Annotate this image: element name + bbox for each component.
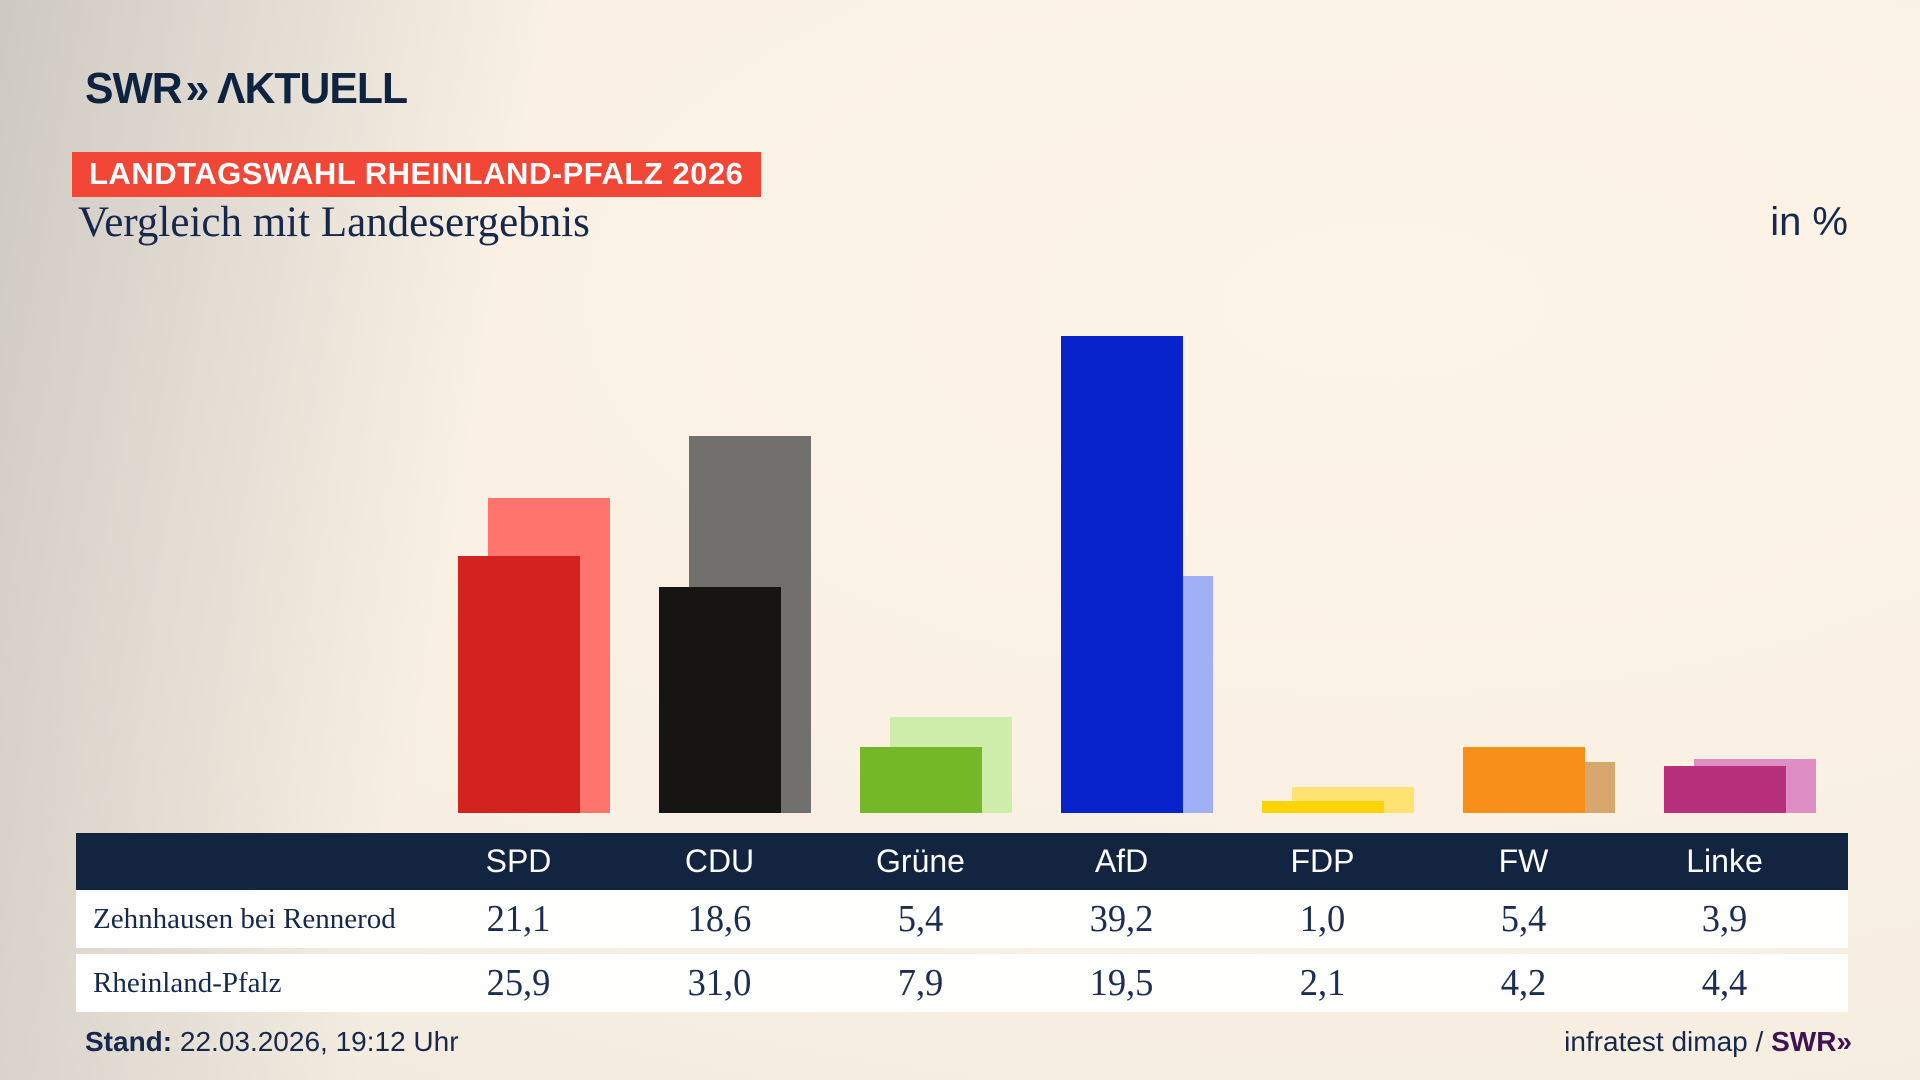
bar-local-SPD [457,556,580,813]
bar-local-Linke [1663,765,1786,813]
table-row-local: Zehnhausen bei Rennerod 21,1 18,6 5,4 39,2 1,… [76,890,1848,948]
cell-Linke: 4,4 [1701,962,1748,1004]
unit-label: in % [1770,200,1848,244]
table-header-CDU: CDU [684,843,755,879]
chevrons-icon: » [1836,1026,1851,1057]
aktuell-logo-text: ΛKTUELL [217,64,408,113]
table-header-FW: FW [1498,843,1549,879]
cell-SPD: 25,9 [486,962,551,1004]
table-header-SPD: SPD [485,843,552,879]
row-label: Zehnhausen bei Rennerod [93,902,396,935]
swr-aktuell-logo: SWR» ΛKTUELL [85,64,408,114]
bar-local-CDU [658,586,781,813]
cell-SPD: 21,1 [486,898,551,940]
cell-Grüne: 7,9 [897,962,944,1004]
bar-local-FW [1462,747,1585,813]
bar-local-FDP [1261,800,1384,813]
table-row-state: Rheinland-Pfalz 25,9 31,0 7,9 19,5 2,1 4,2 4,4 [76,954,1848,1012]
cell-CDU: 18,6 [687,898,752,940]
bar-local-Grüne [859,747,982,813]
table-header-row: SPD CDU Grüne AfD FDP FW Linke [76,833,1848,890]
results-table: SPD CDU Grüne AfD FDP FW Linke Zehnhausen bei … [76,833,1848,1012]
row-filler [1825,890,1848,948]
source-text: infratest dimap / [1564,1026,1772,1057]
cell-FDP: 1,0 [1299,898,1346,940]
cell-FW: 4,2 [1500,962,1547,1004]
cell-AfD: 39,2 [1089,898,1154,940]
swr-source-logo: SWR» [1771,1026,1852,1057]
election-banner: LANDTAGSWAHL RHEINLAND-PFALZ 2026 [72,152,762,197]
cell-Linke: 3,9 [1701,898,1748,940]
table-header-Grüne: Grüne [876,843,965,879]
source-credit: infratest dimap / SWR» [1564,1026,1852,1058]
cell-CDU: 31,0 [687,962,752,1004]
swr-logo-text: SWR [85,64,183,113]
bar-local-AfD [1060,336,1183,813]
table-header-AfD: AfD [1094,843,1149,879]
table-header-FDP: FDP [1290,843,1355,879]
table-header-empty [76,833,418,890]
timestamp: Stand: 22.03.2026, 19:12 Uhr [85,1026,459,1058]
row-label: Rheinland-Pfalz [93,966,282,999]
bar-chart [457,336,1816,813]
cell-FW: 5,4 [1500,898,1547,940]
row-filler [1825,954,1848,1012]
cell-Grüne: 5,4 [897,898,944,940]
page-title: Vergleich mit Landesergebnis [78,199,590,246]
timestamp-value: 22.03.2026, 19:12 Uhr [172,1026,459,1057]
cell-AfD: 19,5 [1089,962,1154,1004]
banner-label: LANDTAGSWAHL RHEINLAND-PFALZ 2026 [89,155,744,191]
cell-FDP: 2,1 [1299,962,1346,1004]
timestamp-label: Stand: [85,1026,173,1057]
table-header-filler [1825,833,1848,890]
table-header-Linke: Linke [1686,843,1763,879]
